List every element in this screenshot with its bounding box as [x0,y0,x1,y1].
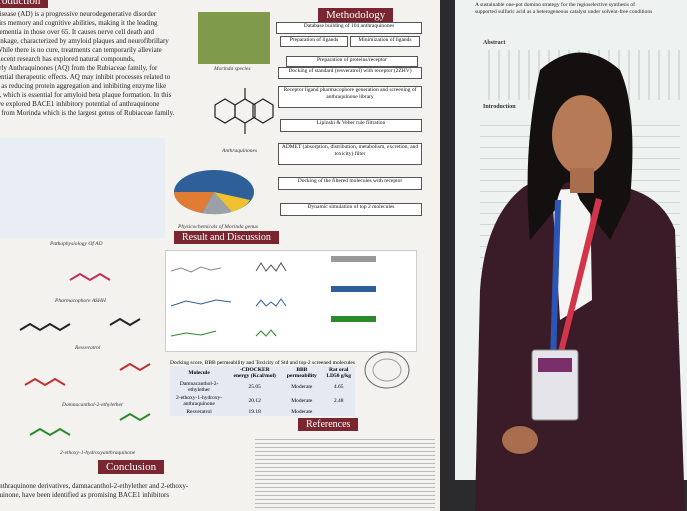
header-cell: -CDOCKER energy (Kcal/mol) [233,367,276,379]
table-cell: 2.48 [333,398,344,404]
intro-text: disease (AD) is a progressive neurodegen… [0,10,196,118]
conclusion-line: quinone, have been identified as promisi… [0,491,170,499]
method-step: ADMET (absorption, distribution, metabol… [278,143,422,165]
method-step: Preparation of ligands [280,36,348,47]
title-line: supported sulfuric acid as a heterogeneo… [475,9,653,15]
method-step: Minimization of ligands [350,36,420,47]
intro-line: 1, which is essential for amyloid beta p… [0,91,172,99]
introduction-heading: Introduction [483,104,516,110]
conclusion-heading: Conclusion [98,460,165,474]
references-heading: References [298,418,359,431]
references-text [255,436,435,511]
method-step: Preparation of proteins/receptor [286,56,418,67]
intro-line: airs memory and cognitive abilities, mak… [0,19,158,27]
right-title: A sustainable one-pot domino strategy fo… [475,2,685,16]
pie-figure [174,170,254,215]
table-cell: 2-ethoxy-1-hydroxy-anthraquinone [176,395,223,407]
title-line: A sustainable one-pot domino strategy fo… [475,2,635,8]
table-title: Docking score, BBB permeability and Toxi… [170,360,355,366]
left-poster: Introduction disease (AD) is a progressi… [0,0,440,511]
intro-line: tential therapeutic effects. AQ may inhi… [0,73,171,81]
intro-line: rinkage, characterized by amyloid plaque… [0,37,169,45]
table-row: Damnacanthol-2-ethylether 25.05 Moderate 4.… [170,380,355,394]
caption: Damnacanthol-2-ethylether [62,402,124,408]
table-cell: 25.05 [248,384,261,390]
intro-line: arly Anthraquinones (AQ) from the Rubiac… [0,64,158,72]
table-cell: Moderate [291,409,313,415]
method-step: Docking of standard (resveratrol) with r… [278,67,422,79]
method-step: Dynamic simulation of top 2 molecules [280,203,422,216]
table-cell: 4.65 [333,384,344,390]
intro-line: we explored BACE1 inhibitory potential o… [0,100,160,108]
header-row: Molecule -CDOCKER energy (Kcal/mol) BBB pe… [170,366,355,380]
molecule-figures [19,272,151,437]
results-plots [165,250,417,352]
method-step: Receptor ligand pharmacophore generation… [278,86,422,108]
table-cell: 20.12 [248,398,261,404]
morinda-photo [198,12,270,64]
caption: Resveratrol [75,345,101,351]
table-row: Resveratrol 19.18 Moderate [170,408,355,416]
table-cell: Moderate [291,398,313,404]
method-step: Database building of 104 anthraquinones [276,22,422,34]
methodology-heading: Methodology [318,8,394,22]
pathophysiology-figure [0,138,165,238]
intro-line: h as reducing protein aggregation and in… [0,82,167,90]
caption: Morinda species [214,66,251,72]
table-row: 2-ethoxy-1-hydroxy-anthraquinone 20.12 Mod… [170,394,355,408]
table-cell: Damnacanthol-2-ethylether [179,381,219,393]
conclusion-text: anthraquinone derivatives, damnacanthol-… [0,482,246,500]
caption: Pharmacophore ASHH [55,298,106,304]
method-step: Lipinski & Veber rule filtration [280,119,422,132]
intro-line: d from Morinda which is the largest genu… [0,109,175,117]
abstract-heading: Abstract [483,40,506,46]
caption: Physicochemicals of Morinda genus [178,224,258,230]
results-heading: Result and Discussion [174,231,279,244]
method-step: Docking of the filtered molecules with r… [278,177,422,190]
intro-line: disease (AD) is a progressive neurodegen… [0,10,157,18]
intro-line: While there is no cure, treatments can t… [0,46,162,54]
table-cell: 19.18 [248,409,261,415]
table-cell: Moderate [291,384,313,390]
intro-line: dementia in those over 65. It causes ner… [0,28,155,36]
table-cell: Resveratrol [186,409,212,415]
caption: 2-ethoxy-1-hydroxyanthraquinone [60,450,136,456]
header-cell: BBB permeability [286,367,317,379]
anthraquinone-structure [214,88,274,134]
rmsd-plot [364,351,410,389]
conclusion-line: anthraquinone derivatives, damnacanthol-… [0,482,189,490]
intro-line: Recent research has explored natural com… [0,55,135,63]
header-cell: Rat oral LD50 g/kg [326,367,351,379]
header-cell: Molecule [188,370,210,376]
caption: Anthraquinones [222,148,258,154]
intro-heading: Introduction [0,0,49,8]
results-table: Docking score, BBB permeability and Toxi… [170,360,355,416]
person [475,52,685,511]
caption: Pathophysiology Of AD [50,241,103,247]
table: Molecule -CDOCKER energy (Kcal/mol) BBB pe… [170,366,355,416]
